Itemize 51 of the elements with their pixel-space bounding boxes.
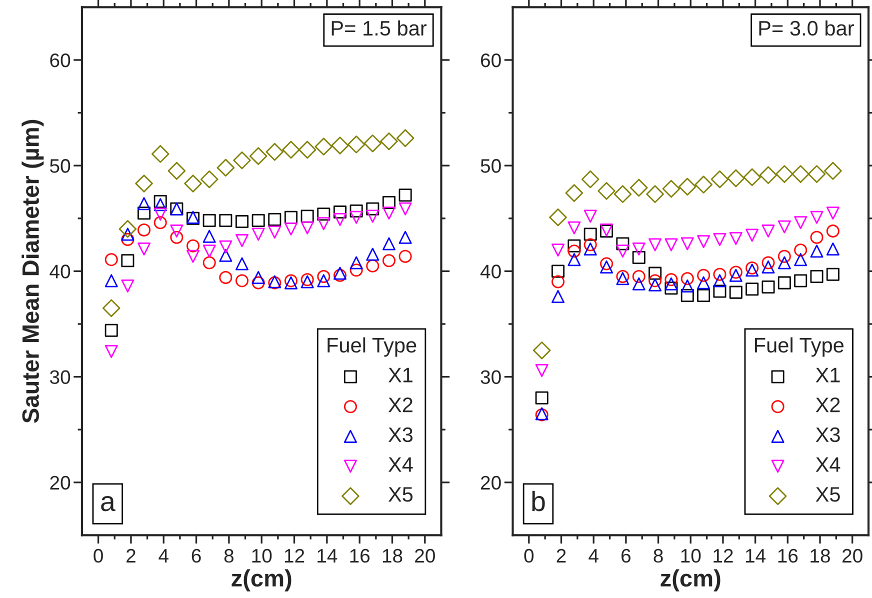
x-tick-label: 4 xyxy=(158,549,168,562)
x-tick-label: 2 xyxy=(126,548,136,562)
x-axis-title: z(cm) xyxy=(660,569,720,592)
x-tick-label: 18 xyxy=(382,548,402,563)
y-tick-label: 20 xyxy=(50,476,70,490)
legend-label: X1 xyxy=(816,368,840,382)
x-tick-label: 20 xyxy=(842,548,862,563)
legend-label: X2 xyxy=(388,398,412,412)
x-tick-label: 8 xyxy=(654,548,663,563)
y-tick-label: 40 xyxy=(50,264,70,278)
y-tick-label: 40 xyxy=(480,264,501,278)
y-tick-label: 60 xyxy=(480,53,501,68)
legend-label: X5 xyxy=(816,487,840,502)
annotation: P= 3.0 bar xyxy=(759,20,854,36)
x-tick-label: 4 xyxy=(588,549,598,562)
x-tick-label: 6 xyxy=(622,548,630,563)
x-tick-label: 16 xyxy=(778,548,798,563)
legend-title: Fuel Type xyxy=(328,337,416,357)
x-tick-label: 0 xyxy=(94,548,103,563)
x-tick-label: 10 xyxy=(252,548,272,563)
x-tick-label: 14 xyxy=(746,549,766,562)
legend-title: Fuel Type xyxy=(755,337,844,357)
x-tick-label: 12 xyxy=(714,548,733,562)
legend-label: X4 xyxy=(388,457,413,472)
y-tick-label: 50 xyxy=(480,159,501,173)
annotation: a xyxy=(101,496,116,512)
y-tick-label: 50 xyxy=(50,159,70,173)
y-tick-label: 30 xyxy=(50,370,70,384)
x-tick-label: 18 xyxy=(810,548,830,563)
x-tick-label: 20 xyxy=(415,548,435,563)
x-axis-title: z(cm) xyxy=(232,569,292,592)
legend-label: X5 xyxy=(388,487,413,502)
x-tick-label: 10 xyxy=(681,548,701,563)
legend-label: X4 xyxy=(816,457,840,472)
x-tick-label: 2 xyxy=(556,548,566,562)
y-tick-label: 20 xyxy=(480,476,501,490)
legend-label: X3 xyxy=(388,427,413,442)
x-tick-label: 8 xyxy=(224,548,234,563)
annotation: P= 1.5 bar xyxy=(332,20,427,36)
x-tick-label: 16 xyxy=(350,548,370,563)
legend-label: X3 xyxy=(816,427,840,442)
legend-label: X1 xyxy=(388,368,412,382)
x-tick-label: 0 xyxy=(524,548,534,563)
legend-label: X2 xyxy=(816,398,840,412)
annotation: b xyxy=(532,490,545,512)
y-axis-title: Sauter Mean Diameter (µm) xyxy=(22,120,44,423)
y-tick-label: 60 xyxy=(50,53,70,68)
y-tick-label: 30 xyxy=(480,370,501,384)
x-tick-label: 14 xyxy=(318,549,338,562)
x-tick-label: 12 xyxy=(284,548,304,562)
x-tick-label: 6 xyxy=(192,548,201,563)
